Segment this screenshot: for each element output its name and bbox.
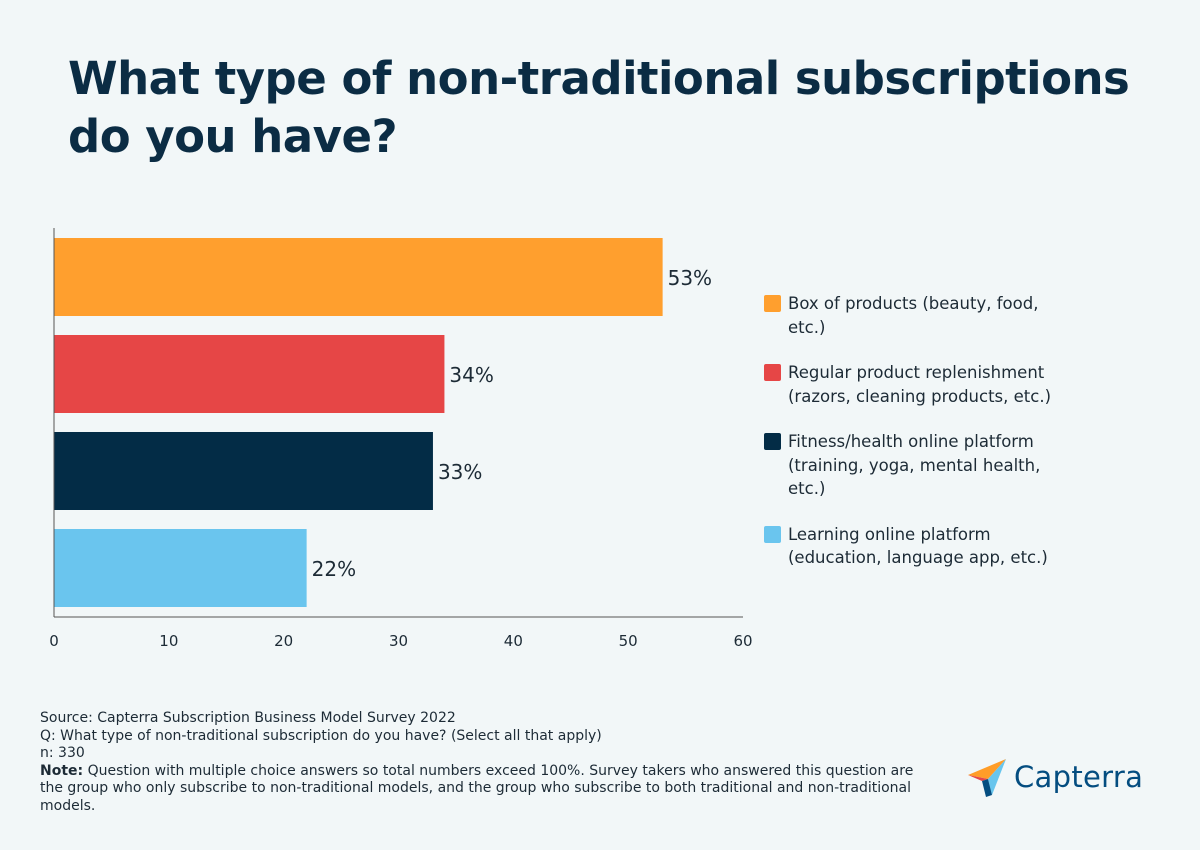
x-tick-label: 20 (274, 632, 293, 650)
data-label: 34% (449, 363, 493, 387)
legend-item: Learning online platform (education, lan… (764, 523, 1064, 570)
bar (54, 529, 307, 607)
sample-size-text: n: 330 (40, 745, 85, 761)
source-text: Source: Capterra Subscription Business M… (40, 710, 456, 726)
x-tick-label: 60 (733, 632, 752, 650)
legend-item: Fitness/health online platform (training… (764, 430, 1064, 501)
chart-legend: Box of products (beauty, food, etc.) Regu… (764, 292, 1064, 592)
legend-label: Box of products (beauty, food, etc.) (788, 294, 1039, 337)
x-tick-label: 40 (504, 632, 523, 650)
footer-notes: Source: Capterra Subscription Business M… (40, 710, 940, 815)
x-tick-label: 0 (49, 632, 59, 650)
note-text: Note: Question with multiple choice answ… (40, 763, 940, 816)
legend-label: Fitness/health online platform (training… (788, 432, 1041, 498)
bar (54, 238, 663, 316)
legend-swatch (764, 295, 781, 312)
bar (54, 432, 433, 510)
legend-swatch (764, 364, 781, 381)
legend-item: Box of products (beauty, food, etc.) (764, 292, 1064, 339)
x-tick-label: 10 (159, 632, 178, 650)
note-label: Note: (40, 762, 84, 779)
x-tick-label: 30 (389, 632, 408, 650)
capterra-arrow-icon (968, 759, 1006, 797)
chart-title: What type of non-traditional subscriptio… (68, 52, 1130, 163)
data-label: 53% (668, 266, 712, 290)
data-label: 33% (438, 460, 482, 484)
note-body: Question with multiple choice answers so… (40, 762, 914, 814)
legend-swatch (764, 433, 781, 450)
legend-item: Regular product replenishment (razors, c… (764, 361, 1064, 408)
legend-label: Learning online platform (education, lan… (788, 524, 1048, 568)
data-label: 22% (312, 557, 356, 581)
legend-label: Regular product replenishment (razors, c… (788, 363, 1052, 406)
question-text: Q: What type of non-traditional subscrip… (40, 727, 602, 744)
bar (54, 335, 445, 413)
legend-swatch (764, 525, 781, 543)
capterra-logo: Capterra (968, 755, 1143, 799)
logo-text: Capterra (1014, 760, 1144, 794)
x-tick-label: 50 (619, 632, 638, 650)
